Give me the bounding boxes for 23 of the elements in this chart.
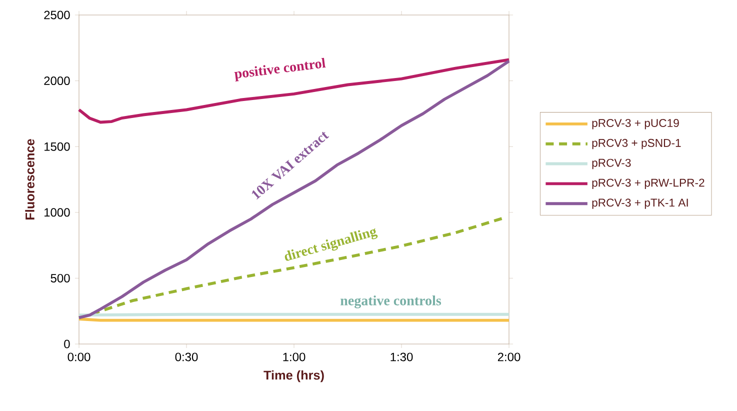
y-tick-label: 1500 [44, 142, 70, 151]
legend-label: pRCV3 + pSND-1 [592, 138, 681, 150]
annotation: positive control [234, 58, 326, 82]
y-tick-label: 1000 [44, 208, 70, 217]
x-tick-label: 1:30 [390, 352, 413, 362]
x-tick-label: 2:00 [498, 352, 520, 362]
y-tick-label: 2000 [44, 76, 70, 86]
legend-label: pRCV-3 [592, 158, 631, 170]
line-series [78, 58, 510, 124]
legend-label: pRCV-3 + pRW-LPR-2 [592, 178, 704, 189]
x-tick-label: 0:00 [68, 352, 90, 362]
y-tick-label: 500 [50, 274, 70, 282]
legend-label: pRCV-3 + pTK-1 AI [592, 198, 688, 209]
line-series [78, 60, 510, 320]
x-tick-label: 0:30 [175, 352, 198, 362]
y-axis-title: Fluorescence [25, 139, 34, 220]
annotation: direct signalling [284, 228, 378, 261]
legend-label: pRCV-3 + pUC19 [592, 118, 679, 130]
x-tick-label: 1:00 [283, 352, 306, 362]
y-tick-label: 0 [64, 340, 70, 348]
y-tick-label: 2500 [44, 10, 70, 20]
x-axis-title: Time (hrs) [264, 370, 324, 382]
annotation: negative controls [340, 295, 442, 308]
